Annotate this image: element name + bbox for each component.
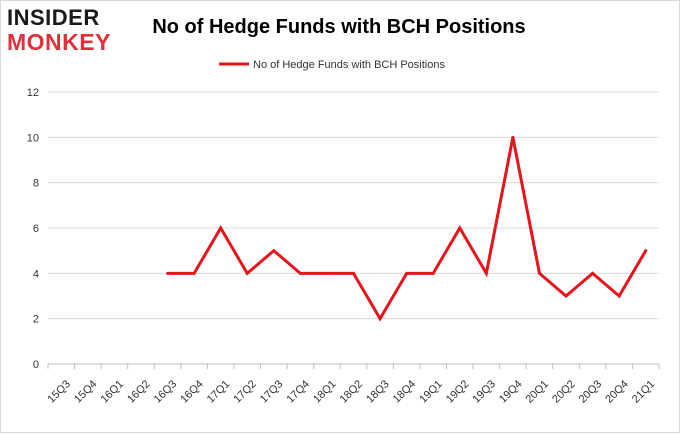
y-tick-label: 0	[33, 359, 39, 371]
x-tick-label: 18Q2	[338, 378, 366, 406]
x-tick-label: 16Q2	[125, 378, 153, 406]
logo-line-2: MONKEY	[7, 29, 111, 55]
x-tick-label: 20Q3	[577, 378, 605, 406]
data-point	[219, 226, 223, 230]
data-point	[564, 294, 568, 298]
x-tick-label: 16Q1	[99, 378, 127, 406]
x-tick-label: 16Q3	[152, 378, 180, 406]
data-point	[352, 271, 355, 275]
x-tick-label: 18Q4	[391, 378, 419, 406]
x-tick-label: 18Q1	[311, 378, 339, 406]
x-tick-label: 17Q1	[205, 378, 233, 406]
chart-title: No of Hedge Funds with BCH Positions	[152, 16, 526, 38]
x-tick-label: 19Q2	[444, 378, 472, 406]
data-point	[591, 271, 595, 275]
legend-label: No of Hedge Funds with BCH Positions	[253, 59, 445, 71]
data-point	[298, 271, 302, 275]
data-point	[617, 294, 621, 298]
y-tick-label: 10	[27, 132, 39, 144]
gridlines	[48, 91, 659, 365]
x-tick-label: 15Q4	[72, 378, 100, 406]
data-point	[644, 249, 648, 253]
data-point	[511, 135, 515, 139]
x-tick-label: 15Q3	[45, 378, 73, 406]
data-point	[537, 271, 541, 275]
y-tick-label: 8	[33, 178, 39, 190]
data-point	[378, 317, 382, 321]
x-tick-label: 18Q3	[364, 378, 392, 406]
x-tick-label: 17Q3	[258, 378, 286, 406]
x-tick-label: 21Q1	[630, 378, 658, 406]
data-point	[272, 249, 276, 253]
legend: No of Hedge Funds with BCH Positions	[219, 59, 445, 71]
data-point	[325, 271, 329, 275]
y-tick-label: 4	[33, 268, 39, 280]
logo-line-1: INSIDER	[7, 5, 100, 30]
data-point	[484, 271, 488, 275]
data-point	[166, 271, 170, 275]
x-tick-label: 16Q4	[178, 378, 206, 406]
x-tick-label: 20Q1	[524, 378, 552, 406]
x-tick-label: 20Q2	[550, 378, 578, 406]
series-layer	[166, 135, 648, 322]
y-tick-label: 6	[33, 223, 39, 235]
data-point	[405, 271, 409, 275]
y-tick-label: 2	[33, 314, 39, 326]
data-point	[458, 226, 462, 230]
y-tick-label: 12	[27, 87, 39, 99]
data-point	[431, 271, 435, 275]
x-tick-label: 17Q2	[231, 378, 259, 406]
x-tick-label: 19Q1	[417, 378, 445, 406]
x-tick-label: 20Q4	[603, 378, 631, 406]
data-point	[192, 271, 196, 275]
data-point	[245, 271, 249, 275]
insider-monkey-logo: INSIDER MONKEY	[7, 7, 129, 57]
x-tick-label: 19Q3	[470, 378, 498, 406]
x-tick-label: 19Q4	[497, 378, 525, 406]
x-tick-label: 17Q4	[284, 378, 312, 406]
